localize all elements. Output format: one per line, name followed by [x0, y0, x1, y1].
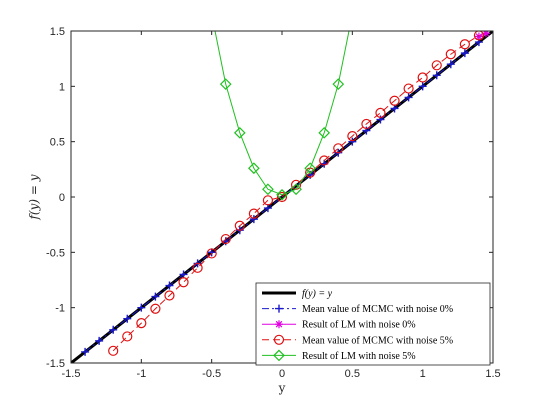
y-tick-label: -1 — [55, 303, 65, 315]
legend-label-2: Result of LM with noise 0% — [302, 320, 416, 331]
x-tick-label: 1 — [420, 368, 426, 380]
y-tick-label: 0 — [59, 192, 65, 204]
data-point-s4-0 — [207, 9, 217, 19]
x-tick-label: -1 — [136, 368, 146, 380]
legend-label-3: Mean value of MCMC with noise 5% — [302, 335, 453, 346]
data-point-s4-10 — [347, 9, 357, 19]
y-tick-label: -1.5 — [46, 358, 65, 370]
y-tick-label: 0.5 — [50, 137, 65, 149]
legend-label-1: Mean value of MCMC with noise 0% — [302, 304, 453, 315]
legend-label-4: Result of LM with noise 5% — [302, 351, 416, 362]
x-tick-label: 0.5 — [345, 368, 360, 380]
x-tick-label: 0 — [279, 368, 285, 380]
x-tick-label: -0.5 — [202, 368, 221, 380]
legend-marker-2 — [275, 320, 283, 328]
legend-label-0: f(y) = y — [302, 289, 333, 300]
y-tick-label: 1.5 — [50, 26, 65, 38]
x-tick-label: 1.5 — [485, 368, 500, 380]
y-tick-label: 1 — [59, 81, 65, 93]
y-tick-label: -0.5 — [46, 247, 65, 259]
y-axis-label: f(y) = y — [27, 174, 41, 220]
x-axis-label: y — [278, 381, 286, 395]
